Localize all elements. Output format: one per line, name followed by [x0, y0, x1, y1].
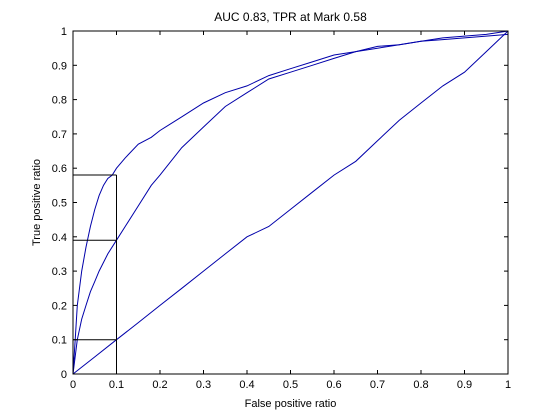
y-tick-label: 0.3	[52, 266, 67, 278]
y-tick-label: 0.5	[52, 198, 67, 210]
chart-title: AUC 0.83, TPR at Mark 0.58	[214, 10, 367, 24]
roc-curve-2	[72, 33, 509, 375]
x-tick-label: 0.3	[196, 379, 211, 391]
x-tick-label: 0	[70, 379, 76, 391]
x-tick-label: 0.5	[283, 379, 298, 391]
x-tick-label: 0.7	[370, 379, 385, 391]
tick-layer: 0 0.1 0.2 0.3 0.4 0.5 0.6 0.7 0.8 0.9 1 0 0.1 0.2 0.3 0…	[52, 26, 511, 391]
x-tick-label: 0.2	[152, 379, 167, 391]
y-tick-label: 0	[61, 369, 67, 381]
y-tick-label: 0.9	[52, 60, 67, 72]
x-tick-label: 0.4	[239, 379, 254, 391]
x-axis-label: False positive ratio	[245, 398, 337, 410]
y-tick-label: 0.6	[52, 163, 67, 175]
roc-curve-3	[72, 30, 509, 375]
x-tick-label: 0.6	[326, 379, 341, 391]
y-tick-label: 0.1	[52, 335, 67, 347]
y-tick-label: 0.7	[52, 129, 67, 141]
y-tick-label: 0.4	[52, 232, 67, 244]
x-tick-label: 0.9	[457, 379, 472, 391]
marker-layer	[73, 174, 117, 374]
x-tick-label: 0.8	[413, 379, 428, 391]
y-tick-label: 0.8	[52, 95, 67, 107]
y-tick-label: 0.2	[52, 300, 67, 312]
x-tick-label: 1	[505, 379, 511, 391]
y-tick-label: 1	[61, 26, 67, 38]
series-layer	[72, 30, 509, 375]
x-tick-label: 0.1	[109, 379, 124, 391]
y-axis-label: True positive ratio	[31, 159, 43, 246]
